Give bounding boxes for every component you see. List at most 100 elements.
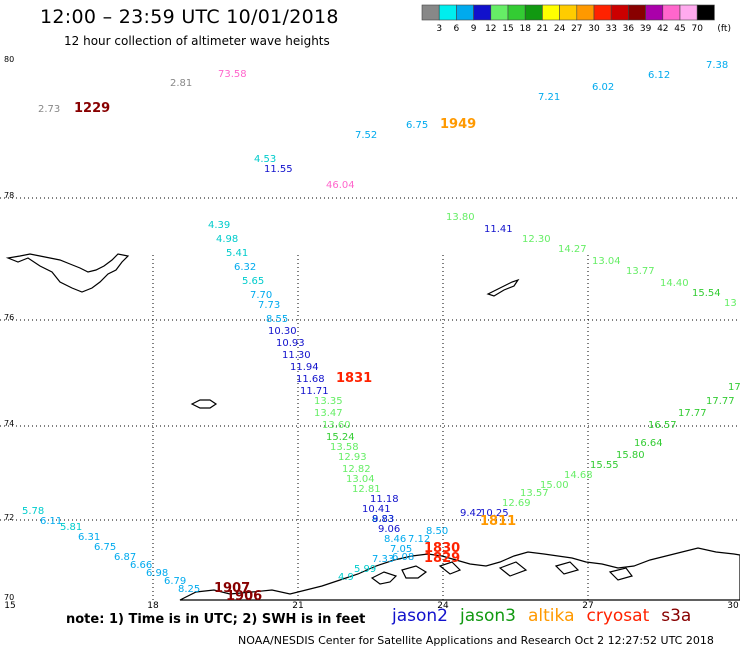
- wave-height-label: 10.41: [362, 504, 391, 515]
- wave-height-label: 2.81: [170, 78, 192, 89]
- wave-height-label: 7.52: [355, 130, 377, 141]
- scale-label: 15: [502, 24, 513, 34]
- wave-height-label: 15.24: [326, 432, 355, 443]
- wave-height-label: 11.41: [484, 224, 513, 235]
- wave-height-label: 1830: [424, 541, 460, 556]
- wave-height-label: 6.66: [130, 560, 152, 571]
- scale-label: 27: [571, 24, 582, 34]
- wave-height-label: 8.50: [426, 526, 448, 537]
- wave-height-label: 46.04: [326, 180, 355, 191]
- scale-label: 18: [519, 24, 531, 34]
- wave-height-label: 14.68: [564, 470, 593, 481]
- wave-height-label: 4.39: [208, 220, 230, 231]
- wave-height-label: 13.80: [446, 212, 475, 223]
- wave-height-label: 12.81: [352, 484, 381, 495]
- scale-label: 42: [657, 24, 668, 34]
- scale-label: 36: [623, 24, 635, 34]
- satellite-cryosat: cryosat: [586, 606, 650, 626]
- wave-height-label: 7.38: [706, 60, 728, 71]
- lon-label: 15: [4, 601, 15, 611]
- satellite-legend: jason2 jason3 altika cryosat s3a: [392, 606, 703, 626]
- scale-label: 9: [471, 24, 477, 34]
- map-subtitle: 12 hour collection of altimeter wave hei…: [64, 34, 330, 48]
- scale-label: 33: [605, 24, 616, 34]
- wave-height-label: 1907: [214, 581, 250, 596]
- wave-height-label: 17.46: [728, 382, 740, 393]
- wave-height-label: 10.93: [276, 338, 305, 349]
- lat-lon-grid: [0, 197, 740, 600]
- scale-label: 21: [537, 24, 548, 34]
- wave-height-label: 1229: [74, 101, 110, 116]
- wave-height-label: 9.83: [372, 514, 394, 525]
- wave-height-label: 7.73: [258, 300, 280, 311]
- wave-height-label: 6.02: [592, 82, 614, 93]
- wave-height-label: 15.00: [540, 480, 569, 491]
- wave-height-values: 2.73 1229 2.81 73.58 7.38 6.12 6.02 7.21 1949 6.7…: [22, 60, 740, 604]
- wave-height-label: 7.33: [372, 554, 394, 565]
- wave-height-label: 16.64: [634, 438, 663, 449]
- wave-height-label: 13.47: [314, 408, 343, 419]
- latitude-labels: 80 78 76 74 72 70: [4, 55, 14, 602]
- satellite-altika: altika: [528, 606, 575, 626]
- wave-height-label: 4.9: [338, 572, 354, 583]
- wave-height-label: 13.58: [330, 442, 359, 453]
- scale-label: 6: [454, 24, 460, 34]
- scale-label: 3: [436, 24, 442, 34]
- map-footer: NOAA/NESDIS Center for Satellite Applica…: [238, 634, 714, 647]
- coastline-norway: [179, 547, 740, 601]
- wave-height-label: 6.75: [94, 542, 116, 553]
- wave-height-label: 15.54: [692, 288, 721, 299]
- map-title: 12:00 – 23:59 UTC 10/01/2018: [40, 6, 339, 28]
- coastline-bear-island: [190, 399, 218, 409]
- wave-height-label: 14.40: [660, 278, 689, 289]
- lon-label: 18: [147, 601, 159, 611]
- wave-height-label: 8.25: [178, 584, 200, 595]
- wave-height-label: 6.12: [648, 70, 670, 81]
- wave-height-label: 1831: [336, 371, 372, 386]
- scale-label: 45: [674, 24, 685, 34]
- wave-height-label: 6.08: [392, 552, 414, 563]
- wave-height-label: 12.30: [522, 234, 551, 245]
- wave-height-label: 8.46: [384, 534, 406, 545]
- wave-height-label: 8.55: [266, 314, 288, 325]
- longitude-labels: 15 18 21 24 27 30: [4, 601, 739, 611]
- wave-height-label: 2.73: [38, 104, 60, 115]
- wave-height-label: 5.41: [226, 248, 248, 259]
- wave-height-label: 13.57: [520, 488, 549, 499]
- wave-height-label: 17.77: [678, 408, 707, 419]
- scale-unit: (ft): [717, 24, 731, 34]
- wave-height-label: 15.80: [616, 450, 645, 461]
- wave-height-label: 13.60: [322, 420, 351, 431]
- wave-height-label: 12.69: [502, 498, 531, 509]
- wave-height-label: 12.93: [338, 452, 367, 463]
- wave-height-label: 10.25: [480, 508, 509, 519]
- wave-height-label: 8.83: [372, 514, 394, 525]
- scale-swatch: [696, 4, 715, 21]
- lat-label: 80: [4, 55, 14, 64]
- lat-label: 72: [4, 513, 14, 522]
- wave-height-label: 1829: [424, 551, 460, 566]
- lat-label: 74: [4, 419, 14, 428]
- wave-height-label: 5.65: [242, 276, 264, 287]
- wave-height-label: 5.78: [22, 506, 44, 517]
- lon-label: 27: [582, 601, 593, 611]
- wave-height-label: 11.71: [300, 386, 329, 397]
- scale-label: 24: [554, 24, 566, 34]
- lon-label: 21: [292, 601, 303, 611]
- wave-height-label: 6.98: [146, 568, 168, 579]
- coastline-kong-karls-land: [486, 278, 520, 297]
- lat-label: 76: [4, 313, 14, 322]
- satellite-s3a: s3a: [661, 606, 692, 626]
- wave-height-label: 11.94: [290, 362, 319, 373]
- wave-height-label: 11.55: [264, 164, 293, 175]
- wave-height-label: 4.53: [254, 154, 276, 165]
- wave-height-label: 7.70: [250, 290, 272, 301]
- color-scale-legend: 3 6 9 12 15 18 21 24 27 30 33 36 39 42 45 70 (ft): [421, 4, 731, 34]
- wave-height-label: 7.12: [408, 534, 430, 545]
- wave-height-label: 13.04: [346, 474, 375, 485]
- wave-height-label: 6.32: [234, 262, 256, 273]
- wave-height-label: 5.81: [60, 522, 82, 533]
- wave-height-label: 11.30: [282, 350, 311, 361]
- scale-label: 70: [691, 24, 703, 34]
